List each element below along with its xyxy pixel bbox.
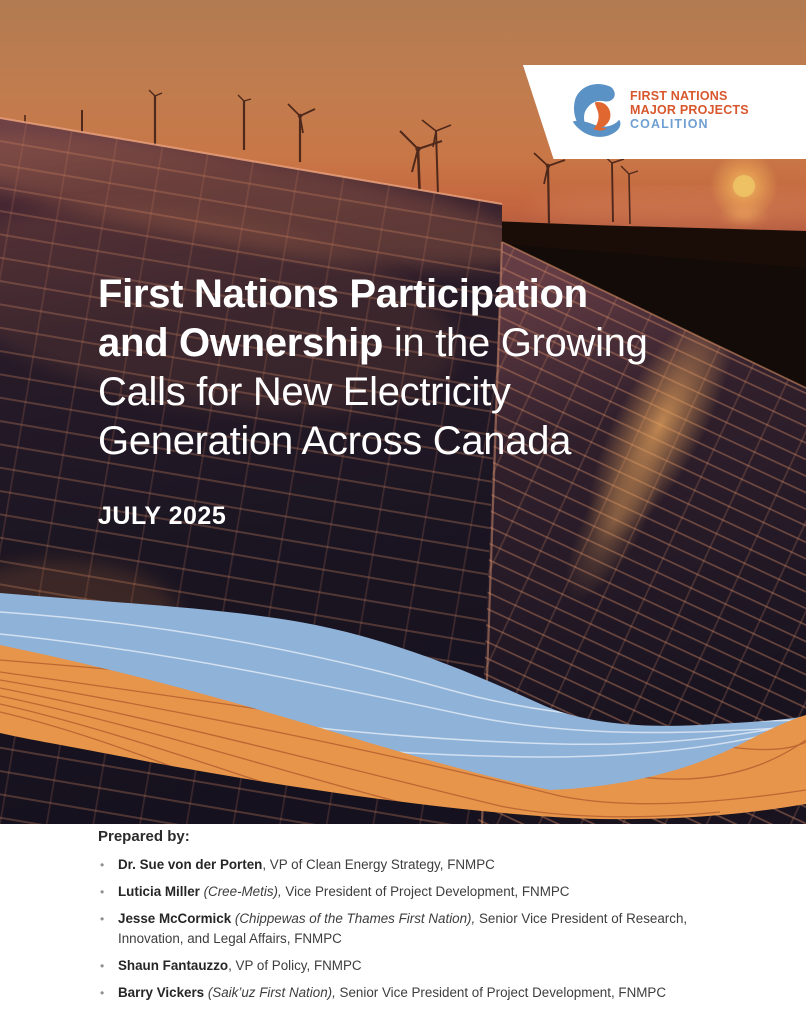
author-role: , VP of Policy, FNMPC: [228, 958, 362, 973]
author-name: Luticia Miller: [118, 884, 200, 899]
logo-line-3: COALITION: [630, 117, 709, 131]
logo-line-2: MAJOR PROJECTS: [630, 103, 749, 117]
author-name: Jesse McCormick: [118, 911, 232, 926]
page-title: First Nations Participation and Ownershi…: [98, 270, 758, 466]
author-name: Shaun Fantauzzo: [118, 958, 229, 973]
author-nation: (Cree-Metis),: [199, 884, 282, 899]
publication-date: JULY 2025: [98, 502, 227, 530]
fnmpc-logo-mark: [572, 83, 621, 137]
author-role: Vice President of Project Development, F…: [281, 884, 570, 899]
logo-wordmark: FIRST NATIONS MAJOR PROJECTS COALITION: [630, 89, 749, 131]
author-item: • Dr. Sue von der Porten, VP of Clean Ene…: [98, 855, 748, 875]
cover-photo: [0, 0, 806, 824]
author-name: Dr. Sue von der Porten: [118, 857, 263, 872]
bullet-icon: •: [100, 885, 105, 899]
horizon-ground: [494, 221, 806, 270]
bullet-icon: •: [100, 912, 105, 926]
author-item: • Luticia Miller (Cree-Metis), Vice Presi…: [98, 882, 748, 902]
prepared-by-label: Prepared by:: [98, 828, 190, 845]
author-name: Barry Vickers: [118, 985, 205, 1000]
author-role: Senior Vice President of Project Develop…: [335, 985, 667, 1000]
author-item: • Jesse McCormick (Chippewas of the Thame…: [98, 909, 748, 949]
title-line-2-rest: in the Growing: [383, 321, 648, 365]
logo-line-1: FIRST NATIONS: [630, 89, 728, 103]
authors-list: • Dr. Sue von der Porten, VP of Clean Ene…: [98, 855, 748, 1003]
author-item: • Barry Vickers (Saik’uz First Nation), S…: [98, 983, 748, 1003]
author-role: Senior Vice President of Research, Innov…: [118, 911, 688, 946]
title-block: First Nations Participation and Ownershi…: [98, 270, 758, 531]
bullet-icon: •: [100, 858, 105, 872]
bullet-icon: •: [100, 986, 105, 1000]
logo-badge: FIRST NATIONS MAJOR PROJECTS COALITION: [522, 65, 806, 159]
title-line-3: Calls for New Electricity: [98, 370, 511, 414]
setting-sun: [530, 152, 806, 227]
author-item: • Shaun Fantauzzo, VP of Policy, FNMPC: [98, 956, 748, 976]
wind-turbines: [24, 89, 639, 225]
bullet-icon: •: [100, 959, 105, 973]
title-line-2-bold: and Ownership: [98, 321, 384, 365]
author-nation: (Saik’uz First Nation),: [204, 985, 336, 1000]
sun-reflection: [718, 203, 770, 227]
prepared-by-section: Prepared by: • Dr. Sue von der Porten, VP…: [98, 828, 748, 1010]
title-line-1: First Nations Participation: [98, 272, 588, 316]
author-nation: (Chippewas of the Thames First Nation),: [231, 911, 476, 926]
author-role: , VP of Clean Energy Strategy, FNMPC: [262, 857, 495, 872]
title-line-4: Generation Across Canada: [98, 419, 572, 463]
